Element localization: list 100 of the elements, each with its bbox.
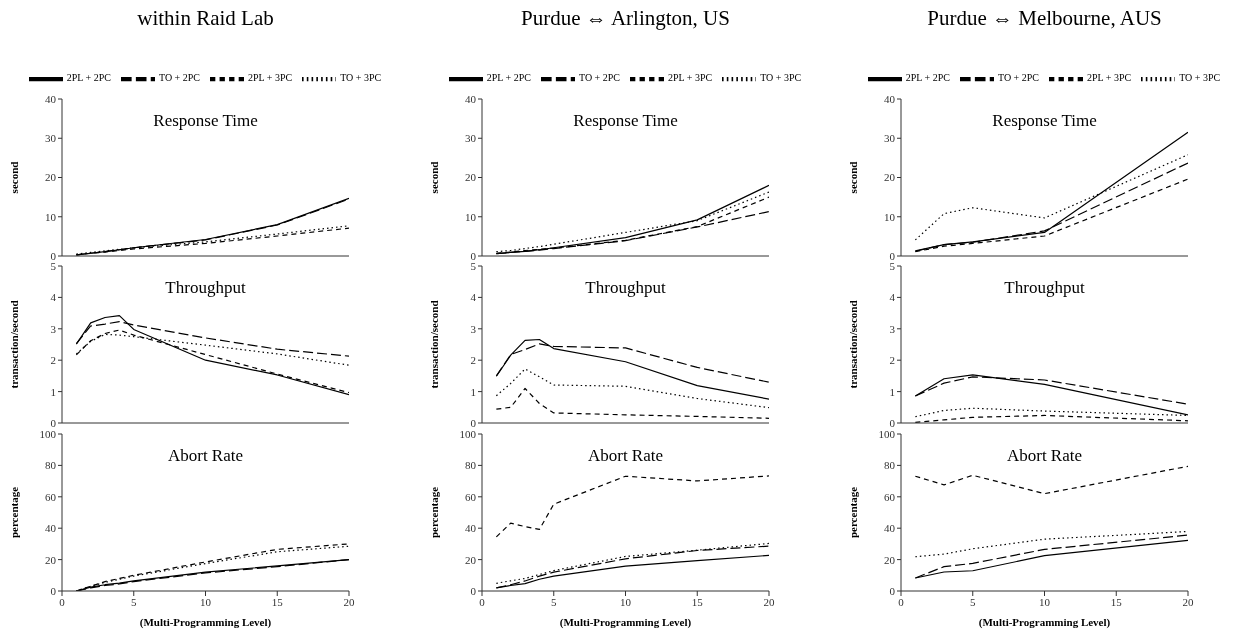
x-tick-label: 10 xyxy=(620,595,632,608)
legend-label: TO + 3PC xyxy=(760,72,802,84)
annotation: Abort Rate xyxy=(1005,446,1084,466)
legend-label: TO + 2PC xyxy=(997,72,1039,84)
y-tick-label: 40 xyxy=(884,522,896,535)
y-tick-label: 4 xyxy=(889,291,896,304)
y-tick-label: 40 xyxy=(465,92,477,105)
y-tick-label: 0 xyxy=(470,249,477,262)
y-axis-title: percentage xyxy=(846,486,859,539)
x-tick-label: 0 xyxy=(59,595,66,608)
x-tick-label: 10 xyxy=(1039,595,1051,608)
y-tick-label: 3 xyxy=(889,322,896,335)
y-tick-label: 100 xyxy=(459,427,477,440)
x-tick-label: 20 xyxy=(343,595,355,608)
y-tick-label: 20 xyxy=(465,553,477,566)
annotation: Response Time xyxy=(572,111,679,131)
chart-title: Purdue ⇔ Arlington, US xyxy=(520,6,731,31)
y-tick-label: 0 xyxy=(50,416,57,429)
x-tick-label: 5 xyxy=(551,595,557,608)
y-tick-label: 40 xyxy=(45,92,57,105)
x-tick-label: 5 xyxy=(970,595,976,608)
x-tick-label: 20 xyxy=(1182,595,1194,608)
y-tick-label: 80 xyxy=(45,459,57,472)
y-tick-label: 40 xyxy=(884,92,896,105)
annotation: Throughput xyxy=(164,278,247,298)
y-tick-label: 0 xyxy=(889,249,896,262)
x-tick-label: 0 xyxy=(898,595,905,608)
x-tick-label: 0 xyxy=(479,595,486,608)
y-tick-label: 2 xyxy=(470,354,476,367)
chart-title: Purdue ⇔ Melbourne, AUS xyxy=(926,6,1163,31)
chart-title: within Raid Lab xyxy=(136,6,275,31)
y-tick-label: 5 xyxy=(50,259,57,272)
y-tick-label: 60 xyxy=(45,490,57,503)
y-tick-label: 60 xyxy=(884,490,896,503)
y-tick-label: 10 xyxy=(884,210,896,223)
y-tick-label: 20 xyxy=(45,171,57,184)
y-axis-title: percentage xyxy=(427,486,440,539)
y-axis-title: transaction/second xyxy=(427,300,440,389)
y-tick-label: 1 xyxy=(470,385,476,398)
x-tick-label: 10 xyxy=(200,595,212,608)
y-tick-label: 4 xyxy=(50,291,57,304)
y-axis-title: second xyxy=(427,161,440,194)
y-tick-label: 10 xyxy=(45,210,57,223)
y-tick-label: 0 xyxy=(50,584,57,597)
y-tick-label: 0 xyxy=(50,249,57,262)
legend-label: 2PL + 3PC xyxy=(1087,72,1132,84)
legend-label: 2PL + 3PC xyxy=(668,72,713,84)
y-tick-label: 3 xyxy=(470,322,477,335)
x-axis-title: (Multi-Programming Level) xyxy=(978,616,1111,629)
legend-label: 2PL + 2PC xyxy=(486,72,531,84)
y-tick-label: 5 xyxy=(889,259,896,272)
y-tick-label: 80 xyxy=(465,459,477,472)
y-tick-label: 2 xyxy=(50,354,56,367)
y-axis-title: transaction/second xyxy=(7,300,20,389)
legend-label: TO + 2PC xyxy=(578,72,620,84)
y-tick-label: 30 xyxy=(884,132,896,145)
annotation: Abort Rate xyxy=(586,446,665,466)
x-axis-title: (Multi-Programming Level) xyxy=(139,616,272,629)
annotation: Throughput xyxy=(1003,278,1086,298)
legend-label: TO + 2PC xyxy=(158,72,200,84)
x-tick-label: 20 xyxy=(763,595,775,608)
annotation: Response Time xyxy=(152,111,259,131)
y-tick-label: 5 xyxy=(470,259,477,272)
y-tick-label: 20 xyxy=(465,171,477,184)
x-tick-label: 15 xyxy=(1110,595,1123,608)
y-tick-label: 30 xyxy=(465,132,477,145)
y-axis-title: percentage xyxy=(7,486,20,539)
annotation: Response Time xyxy=(991,111,1098,131)
x-tick-label: 15 xyxy=(271,595,284,608)
y-axis-title: second xyxy=(7,161,20,194)
y-tick-label: 20 xyxy=(884,553,896,566)
y-tick-label: 2 xyxy=(889,354,895,367)
x-tick-label: 5 xyxy=(131,595,137,608)
y-tick-label: 40 xyxy=(45,522,57,535)
y-tick-label: 4 xyxy=(470,291,477,304)
y-tick-label: 20 xyxy=(884,171,896,184)
y-tick-label: 60 xyxy=(465,490,477,503)
legend-label: 2PL + 3PC xyxy=(248,72,293,84)
y-tick-label: 40 xyxy=(465,522,477,535)
legend-label: 2PL + 2PC xyxy=(905,72,950,84)
y-tick-label: 100 xyxy=(878,427,896,440)
y-tick-label: 100 xyxy=(39,427,57,440)
legend-label: TO + 3PC xyxy=(1179,72,1221,84)
y-tick-label: 0 xyxy=(889,584,896,597)
legend-label: 2PL + 2PC xyxy=(66,72,111,84)
y-tick-label: 80 xyxy=(884,459,896,472)
y-tick-label: 1 xyxy=(889,385,895,398)
y-tick-label: 0 xyxy=(470,416,477,429)
y-tick-label: 0 xyxy=(470,584,477,597)
y-tick-label: 20 xyxy=(45,553,57,566)
x-axis-title: (Multi-Programming Level) xyxy=(559,616,692,629)
legend-label: TO + 3PC xyxy=(340,72,382,84)
y-tick-label: 0 xyxy=(889,416,896,429)
x-tick-label: 15 xyxy=(691,595,704,608)
annotation: Abort Rate xyxy=(166,446,245,466)
y-tick-label: 1 xyxy=(50,385,56,398)
annotation: Throughput xyxy=(584,278,667,298)
y-tick-label: 3 xyxy=(50,322,57,335)
y-tick-label: 30 xyxy=(45,132,57,145)
y-tick-label: 10 xyxy=(465,210,477,223)
